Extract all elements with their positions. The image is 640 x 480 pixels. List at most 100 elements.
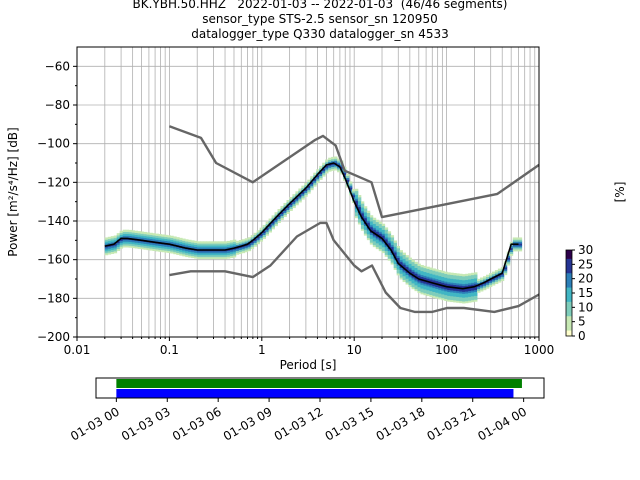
- plot-frame: [76, 46, 540, 338]
- density-cell: [220, 241, 225, 244]
- density-cell: [420, 272, 424, 276]
- density-cell: [164, 236, 168, 240]
- density-cell: [390, 235, 395, 238]
- density-cell: [417, 269, 421, 272]
- density-cell: [131, 241, 135, 245]
- density-cell: [223, 243, 228, 246]
- density-cell: [194, 244, 198, 247]
- density-cell: [200, 254, 204, 258]
- density-cell: [372, 240, 377, 244]
- density-cell: [423, 267, 427, 271]
- density-cell: [155, 249, 159, 252]
- series-low-noise-model: [169, 221, 540, 314]
- density-cell: [176, 242, 180, 246]
- density-cell: [247, 239, 252, 242]
- density-cell: [155, 235, 159, 238]
- density-cell: [375, 221, 380, 225]
- density-cell: [453, 276, 457, 280]
- density-cell: [491, 273, 496, 276]
- density-cell: [152, 248, 156, 251]
- density-cell: [375, 239, 380, 242]
- density-cell: [441, 270, 445, 274]
- density-cell: [155, 245, 159, 248]
- density-cell: [503, 270, 508, 274]
- density-cell: [152, 237, 156, 240]
- density-cell: [474, 297, 478, 300]
- density-cell: [354, 213, 359, 217]
- density-cell: [337, 162, 341, 165]
- density-cell: [232, 253, 237, 256]
- density-cell: [357, 204, 362, 208]
- density-cell: [357, 222, 362, 225]
- density-cell: [474, 291, 478, 294]
- density-cell: [360, 201, 365, 204]
- density-cell: [414, 288, 418, 292]
- density-cell: [378, 223, 383, 226]
- density-cell: [420, 286, 424, 289]
- density-cell: [411, 284, 415, 288]
- y-tick-label: −120: [37, 175, 70, 189]
- density-cell: [226, 244, 231, 248]
- density-cell: [310, 178, 314, 181]
- density-cell: [468, 282, 472, 286]
- density-cell: [104, 252, 109, 256]
- density-cell: [500, 272, 505, 276]
- density-cell: [411, 279, 415, 282]
- density-cell: [363, 227, 368, 230]
- density-cell: [423, 273, 427, 276]
- colorbar-step: [566, 264, 572, 268]
- density-cell: [223, 241, 228, 244]
- colorbar-tick-label: 20: [578, 272, 593, 286]
- density-cell: [360, 205, 365, 208]
- density-cell: [206, 250, 210, 254]
- density-cell: [158, 249, 162, 252]
- density-cell: [313, 184, 317, 187]
- density-cell: [110, 245, 115, 249]
- density-cell: [417, 284, 421, 288]
- density-cell: [474, 295, 478, 298]
- density-cell: [429, 288, 433, 292]
- density-cell: [447, 295, 451, 298]
- density-cell: [405, 255, 409, 258]
- density-cell: [214, 245, 219, 248]
- density-cell: [116, 248, 121, 251]
- density-cell: [444, 289, 448, 292]
- density-cell: [438, 291, 442, 294]
- colorbar-step: [566, 284, 572, 288]
- density-cell: [450, 282, 454, 285]
- density-cell: [372, 219, 377, 223]
- density-cell: [295, 193, 299, 196]
- density-cell: [104, 247, 109, 250]
- density-cell: [360, 226, 365, 229]
- density-cell: [348, 181, 353, 184]
- density-cell: [465, 298, 469, 302]
- density-cell: [179, 239, 183, 243]
- density-cell: [462, 277, 466, 281]
- density-cell: [212, 247, 216, 250]
- density-cell: [229, 249, 234, 253]
- density-cell: [444, 281, 448, 284]
- density-cell: [390, 244, 395, 248]
- density-cell: [122, 231, 127, 234]
- density-cell: [253, 238, 258, 241]
- density-cell: [301, 193, 305, 196]
- density-cell: [456, 294, 460, 297]
- density-cell: [447, 299, 451, 302]
- density-cell: [426, 272, 430, 275]
- density-cell: [480, 277, 484, 280]
- density-cell: [494, 270, 499, 273]
- colorbar-tick-label: 30: [578, 243, 593, 257]
- density-cell: [411, 271, 415, 274]
- density-cell: [414, 265, 418, 268]
- density-cell: [369, 236, 374, 239]
- density-cell: [372, 235, 377, 238]
- density-cell: [217, 256, 222, 260]
- density-cell: [399, 277, 403, 280]
- density-cell: [182, 248, 186, 251]
- density-cell: [346, 177, 350, 180]
- density-cell: [229, 240, 234, 243]
- density-cell: [354, 200, 359, 203]
- density-cell: [378, 237, 383, 240]
- density-cell: [375, 225, 380, 228]
